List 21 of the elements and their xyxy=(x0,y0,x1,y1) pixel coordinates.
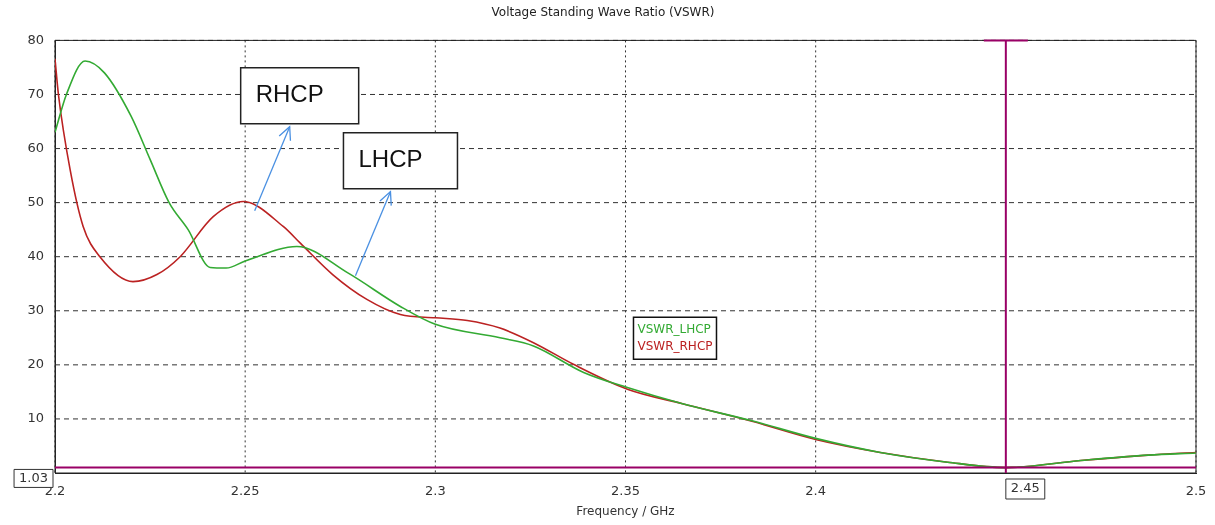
x-tick-label: 2.5 xyxy=(1185,483,1207,499)
ref-line-label: 1.03 xyxy=(19,469,48,485)
text: VSWR_LHCP xyxy=(637,322,711,337)
x-tick-label: 2.35 xyxy=(611,483,640,499)
y-tick-label: 10 xyxy=(27,410,44,426)
annotation: RHCP xyxy=(255,80,324,108)
ref-line-label: 2.45 xyxy=(1010,480,1040,496)
y-tick-label: 70 xyxy=(27,85,44,101)
x-tick-label: 2.25 xyxy=(230,483,260,499)
y-tick-label: 80 xyxy=(27,31,44,47)
y-tick-label: 50 xyxy=(27,194,44,209)
annotation: LHCP xyxy=(358,145,423,173)
x-axis-title: Frequency / GHz xyxy=(576,503,675,518)
y-tick-label: 30 xyxy=(27,302,44,318)
y-tick-label: 60 xyxy=(27,139,44,155)
chart-title: Voltage Standing Wave Ratio (VSWR) xyxy=(491,5,715,20)
text: VSWR_RHCP xyxy=(637,339,713,354)
x-tick-label: 2.4 xyxy=(805,483,827,499)
y-tick-label: 40 xyxy=(27,248,44,264)
x-tick-label: 2.3 xyxy=(424,483,446,499)
y-tick-label: 20 xyxy=(27,356,44,372)
